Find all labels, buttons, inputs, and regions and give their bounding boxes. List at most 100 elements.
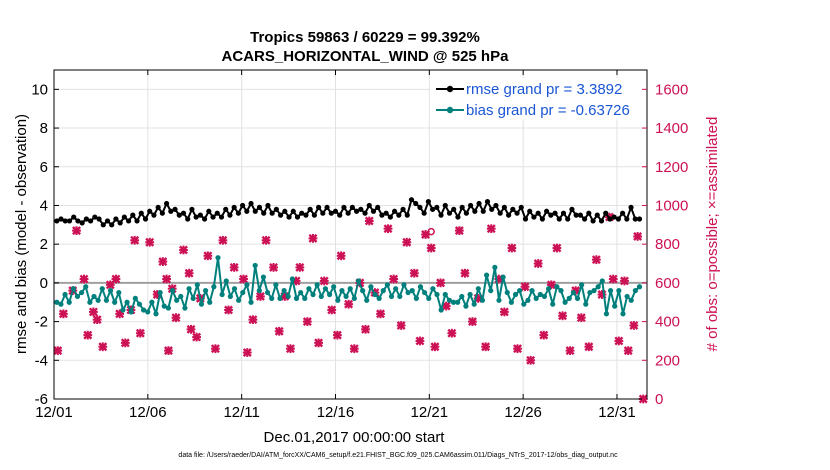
rmse-point: [172, 206, 178, 212]
rmse-point: [277, 212, 284, 218]
bias-point: [91, 293, 97, 300]
legend-rmse-label: rmse grand pr = 3.3892: [466, 81, 622, 98]
bias-point: [174, 297, 180, 303]
possible-marker: [427, 227, 435, 236]
bias-point: [579, 282, 585, 288]
rmse-point: [87, 218, 94, 224]
bias-point: [434, 291, 440, 298]
bias-point: [376, 295, 382, 301]
assimilated-marker: [576, 313, 586, 323]
bias-point: [107, 288, 114, 294]
bias-point: [620, 311, 626, 317]
rmse-point: [176, 212, 182, 218]
bias-point: [198, 301, 205, 307]
rmse-point: [493, 202, 499, 209]
assimilated-marker: [186, 324, 196, 334]
assimilated-marker: [526, 355, 536, 365]
rmse-point: [54, 218, 60, 224]
assimilated-marker: [162, 274, 172, 284]
rmse-point: [535, 210, 541, 216]
assimilated-marker: [145, 237, 155, 247]
assimilated-marker: [507, 243, 517, 253]
rmse-point: [598, 218, 605, 224]
bias-point: [136, 301, 143, 307]
bias-point: [388, 293, 395, 300]
rmse-point: [430, 206, 436, 212]
bias-point: [128, 309, 134, 315]
y-tick-label: 0: [40, 275, 48, 292]
rmse-point: [197, 212, 203, 218]
rmse-point: [489, 206, 495, 212]
rmse-point: [315, 204, 322, 211]
rmse-point: [611, 214, 617, 220]
y2-tick-label: 0: [655, 391, 663, 408]
assimilated-marker: [499, 307, 509, 317]
bias-point: [281, 288, 287, 294]
assimilated-marker: [229, 262, 239, 272]
rmse-point: [459, 204, 465, 211]
chart-title-line1: Tropics 59863 / 60229 = 99.392%: [250, 29, 480, 46]
bias-point: [574, 295, 581, 301]
bias-point: [355, 278, 362, 284]
bias-point: [62, 291, 68, 298]
rmse-point: [121, 214, 127, 220]
bias-point: [636, 284, 643, 290]
bias-point: [298, 289, 304, 296]
bias-point: [264, 289, 271, 296]
bias-point: [612, 303, 618, 309]
bias-point: [132, 295, 138, 301]
y-axis-label: rmse and bias (model - observation): [13, 114, 30, 354]
assimilated-marker: [224, 305, 233, 315]
x-tick-label: 12/21: [411, 404, 449, 421]
rmse-point: [404, 212, 410, 218]
rmse-point: [193, 214, 199, 220]
bias-point: [244, 282, 250, 288]
rmse-point: [548, 212, 554, 218]
bias-point: [223, 278, 229, 284]
bias-point: [492, 264, 498, 270]
assimilated-marker: [336, 251, 346, 261]
bias-point: [194, 282, 200, 288]
y2-axis-label: # of obs: o=possible; ×=assimilated: [704, 117, 721, 352]
bias-point: [219, 291, 225, 298]
bias-point: [521, 301, 527, 307]
rmse-point: [446, 210, 453, 216]
assimilated-marker: [558, 311, 568, 321]
rmse-point: [100, 222, 106, 228]
bias-point: [632, 288, 638, 294]
rmse-point: [400, 206, 406, 212]
y-tick-label: 10: [31, 81, 48, 98]
assimilated-marker: [608, 274, 618, 284]
rmse-point: [620, 210, 626, 216]
x-tick-label: 12/31: [598, 404, 636, 421]
rmse-point: [345, 210, 351, 216]
y2-tick-label: 1400: [655, 120, 688, 137]
assimilated-marker: [319, 276, 329, 286]
assimilated-marker: [539, 330, 549, 340]
rmse-point: [349, 204, 355, 211]
rmse-point: [628, 204, 634, 211]
y-tick-label: 4: [40, 197, 48, 214]
bias-point: [537, 291, 543, 298]
rmse-point: [468, 202, 474, 209]
assimilated-marker: [436, 278, 446, 288]
bias-point: [165, 305, 171, 311]
bias-point: [562, 299, 568, 305]
legend-rmse-marker: [446, 85, 454, 93]
assimilated-marker: [242, 348, 252, 358]
rmse-point: [256, 204, 263, 211]
bias-point: [322, 286, 329, 292]
bias-point: [450, 299, 457, 305]
rmse-point: [290, 208, 296, 214]
rmse-point: [425, 199, 431, 205]
rmse-point: [514, 210, 520, 216]
bias-point: [393, 286, 399, 292]
rmse-point: [189, 206, 195, 212]
rmse-point: [286, 214, 292, 220]
bias-series: [54, 255, 643, 317]
rmse-point: [206, 208, 212, 214]
rmse-point: [159, 210, 165, 216]
assimilated-marker: [361, 324, 370, 334]
rmse-point: [413, 200, 419, 207]
rmse-point: [421, 210, 427, 216]
